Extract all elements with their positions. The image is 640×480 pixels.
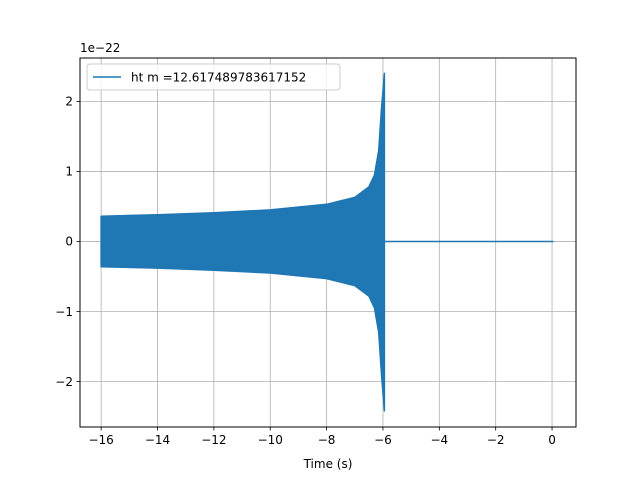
x-axis-ticks: −16 −14 −12 −10 −8 −6 −4 −2 0	[88, 427, 556, 447]
x-tick-label: −10	[258, 433, 283, 447]
x-tick-label: −8	[318, 433, 336, 447]
x-tick-label: −14	[145, 433, 170, 447]
legend: ht m =12.617489783617152	[86, 63, 341, 91]
y-tick-label: 2	[65, 95, 73, 109]
y-multiplier-label: 1e−22	[80, 41, 120, 55]
x-tick-label: −4	[430, 433, 448, 447]
x-tick-label: −16	[88, 433, 113, 447]
series-oscillation-band	[100, 72, 386, 412]
y-tick-label: 0	[65, 235, 73, 249]
y-tick-label: −2	[55, 375, 73, 389]
x-axis-label: Time (s)	[303, 457, 353, 471]
y-axis-ticks: −2 −1 0 1 2	[55, 95, 80, 389]
y-tick-label: 1	[65, 165, 73, 179]
x-tick-label: −2	[487, 433, 505, 447]
y-tick-label: −1	[55, 305, 73, 319]
legend-box	[86, 63, 341, 91]
legend-entry: ht m =12.617489783617152	[131, 71, 306, 85]
x-tick-label: −12	[201, 433, 226, 447]
series-layer	[100, 72, 554, 412]
plot-frame	[79, 57, 577, 428]
x-tick-label: −6	[374, 433, 392, 447]
x-tick-label: 0	[548, 433, 556, 447]
